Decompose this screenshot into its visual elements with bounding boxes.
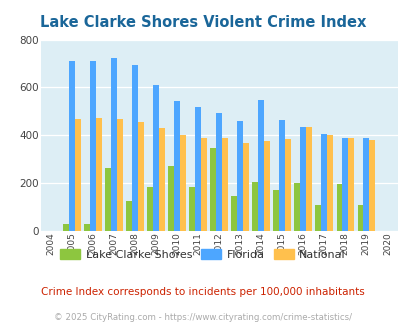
Bar [279, 120, 285, 231]
Bar [341, 138, 347, 231]
Bar [117, 119, 123, 231]
Bar [369, 140, 374, 231]
Bar [347, 138, 353, 231]
Bar [321, 134, 326, 231]
Bar [90, 61, 96, 231]
Bar [84, 224, 90, 231]
Bar [237, 121, 243, 231]
Bar [258, 100, 264, 231]
Bar [362, 138, 369, 231]
Bar [63, 224, 69, 231]
Bar [200, 138, 207, 231]
Bar [168, 166, 174, 231]
Bar [285, 139, 290, 231]
Text: Crime Index corresponds to incidents per 100,000 inhabitants: Crime Index corresponds to incidents per… [41, 287, 364, 297]
Bar [357, 205, 362, 231]
Bar [264, 141, 269, 231]
Bar [210, 148, 216, 231]
Bar [336, 184, 341, 231]
Bar [75, 119, 81, 231]
Bar [315, 205, 321, 231]
Bar [305, 127, 311, 231]
Bar [126, 201, 132, 231]
Bar [105, 168, 111, 231]
Bar [252, 182, 258, 231]
Bar [138, 122, 144, 231]
Bar [96, 118, 102, 231]
Bar [153, 84, 159, 231]
Text: Lake Clarke Shores Violent Crime Index: Lake Clarke Shores Violent Crime Index [40, 15, 365, 30]
Bar [300, 127, 305, 231]
Bar [189, 187, 195, 231]
Bar [180, 135, 185, 231]
Bar [111, 57, 117, 231]
Legend: Lake Clarke Shores, Florida, National: Lake Clarke Shores, Florida, National [55, 245, 350, 264]
Bar [216, 113, 222, 231]
Bar [159, 128, 164, 231]
Text: © 2025 CityRating.com - https://www.cityrating.com/crime-statistics/: © 2025 CityRating.com - https://www.city… [54, 313, 351, 322]
Bar [69, 61, 75, 231]
Bar [222, 138, 228, 231]
Bar [294, 183, 300, 231]
Bar [174, 101, 180, 231]
Bar [132, 65, 138, 231]
Bar [147, 187, 153, 231]
Bar [231, 196, 237, 231]
Bar [326, 135, 333, 231]
Bar [273, 190, 279, 231]
Bar [243, 143, 249, 231]
Bar [195, 107, 200, 231]
